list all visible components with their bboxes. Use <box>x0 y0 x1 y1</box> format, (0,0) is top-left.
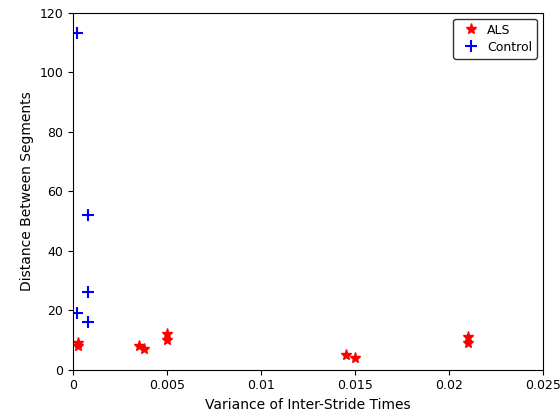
ALS <box>75 340 82 345</box>
ALS <box>164 331 170 336</box>
Control <box>85 213 91 218</box>
ALS <box>75 343 82 348</box>
ALS <box>465 334 472 339</box>
Control <box>85 290 91 295</box>
Control <box>73 31 80 36</box>
Line: ALS: ALS <box>73 328 474 363</box>
ALS <box>141 346 148 351</box>
ALS <box>465 340 472 345</box>
Legend: ALS, Control: ALS, Control <box>453 19 537 59</box>
ALS <box>164 337 170 342</box>
ALS <box>342 352 349 357</box>
ALS <box>352 355 358 360</box>
Line: Control: Control <box>71 28 94 328</box>
Y-axis label: Distance Between Segments: Distance Between Segments <box>20 91 34 291</box>
ALS <box>136 343 142 348</box>
Control <box>73 310 80 315</box>
Control <box>85 320 91 325</box>
X-axis label: Variance of Inter-Stride Times: Variance of Inter-Stride Times <box>205 398 411 412</box>
